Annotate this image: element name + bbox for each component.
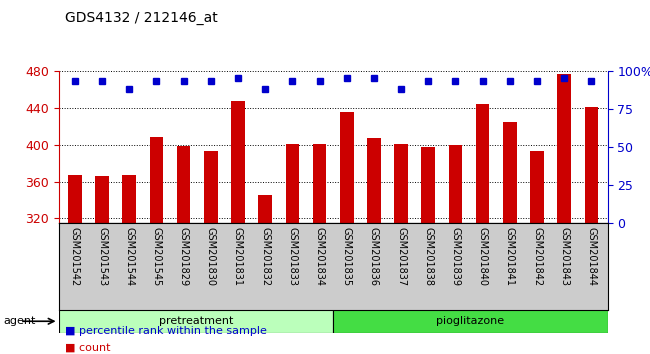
Bar — [177, 147, 190, 354]
Text: GSM201830: GSM201830 — [206, 227, 216, 286]
Bar — [584, 107, 598, 354]
Bar — [122, 175, 136, 354]
Text: GSM201832: GSM201832 — [260, 227, 270, 286]
Text: pretreatment: pretreatment — [159, 316, 233, 326]
Text: GSM201831: GSM201831 — [233, 227, 243, 286]
Text: GSM201544: GSM201544 — [124, 227, 134, 286]
Text: GSM201835: GSM201835 — [342, 227, 352, 286]
Bar — [476, 104, 489, 354]
Text: GDS4132 / 212146_at: GDS4132 / 212146_at — [65, 11, 218, 25]
Bar — [395, 144, 408, 354]
Text: pioglitazone: pioglitazone — [436, 316, 504, 326]
Text: ■ percentile rank within the sample: ■ percentile rank within the sample — [65, 326, 267, 336]
Bar — [285, 144, 299, 354]
Bar — [258, 195, 272, 354]
Bar — [448, 144, 462, 354]
Text: GSM201543: GSM201543 — [97, 227, 107, 286]
Bar — [421, 147, 435, 354]
Text: GSM201839: GSM201839 — [450, 227, 460, 286]
Bar — [340, 112, 354, 354]
Text: GSM201840: GSM201840 — [478, 227, 488, 286]
Bar — [313, 144, 326, 354]
Bar — [95, 176, 109, 354]
Bar — [150, 137, 163, 354]
Text: GSM201838: GSM201838 — [423, 227, 434, 286]
Bar — [558, 74, 571, 354]
Bar — [530, 151, 544, 354]
Bar — [367, 138, 381, 354]
Text: GSM201837: GSM201837 — [396, 227, 406, 286]
Bar — [68, 175, 82, 354]
Text: GSM201841: GSM201841 — [505, 227, 515, 286]
Text: GSM201829: GSM201829 — [179, 227, 188, 286]
Text: GSM201842: GSM201842 — [532, 227, 542, 286]
Text: GSM201834: GSM201834 — [315, 227, 324, 286]
Text: GSM201836: GSM201836 — [369, 227, 379, 286]
Bar — [333, 310, 608, 333]
Text: GSM201843: GSM201843 — [559, 227, 569, 286]
Bar — [503, 122, 517, 354]
Bar — [204, 151, 218, 354]
Bar — [58, 310, 333, 333]
Text: agent: agent — [3, 316, 36, 326]
Text: GSM201844: GSM201844 — [586, 227, 597, 286]
Text: ■ count: ■ count — [65, 342, 110, 352]
Text: GSM201833: GSM201833 — [287, 227, 297, 286]
Bar — [231, 101, 245, 354]
Text: GSM201545: GSM201545 — [151, 227, 161, 287]
Text: GSM201542: GSM201542 — [70, 227, 80, 287]
